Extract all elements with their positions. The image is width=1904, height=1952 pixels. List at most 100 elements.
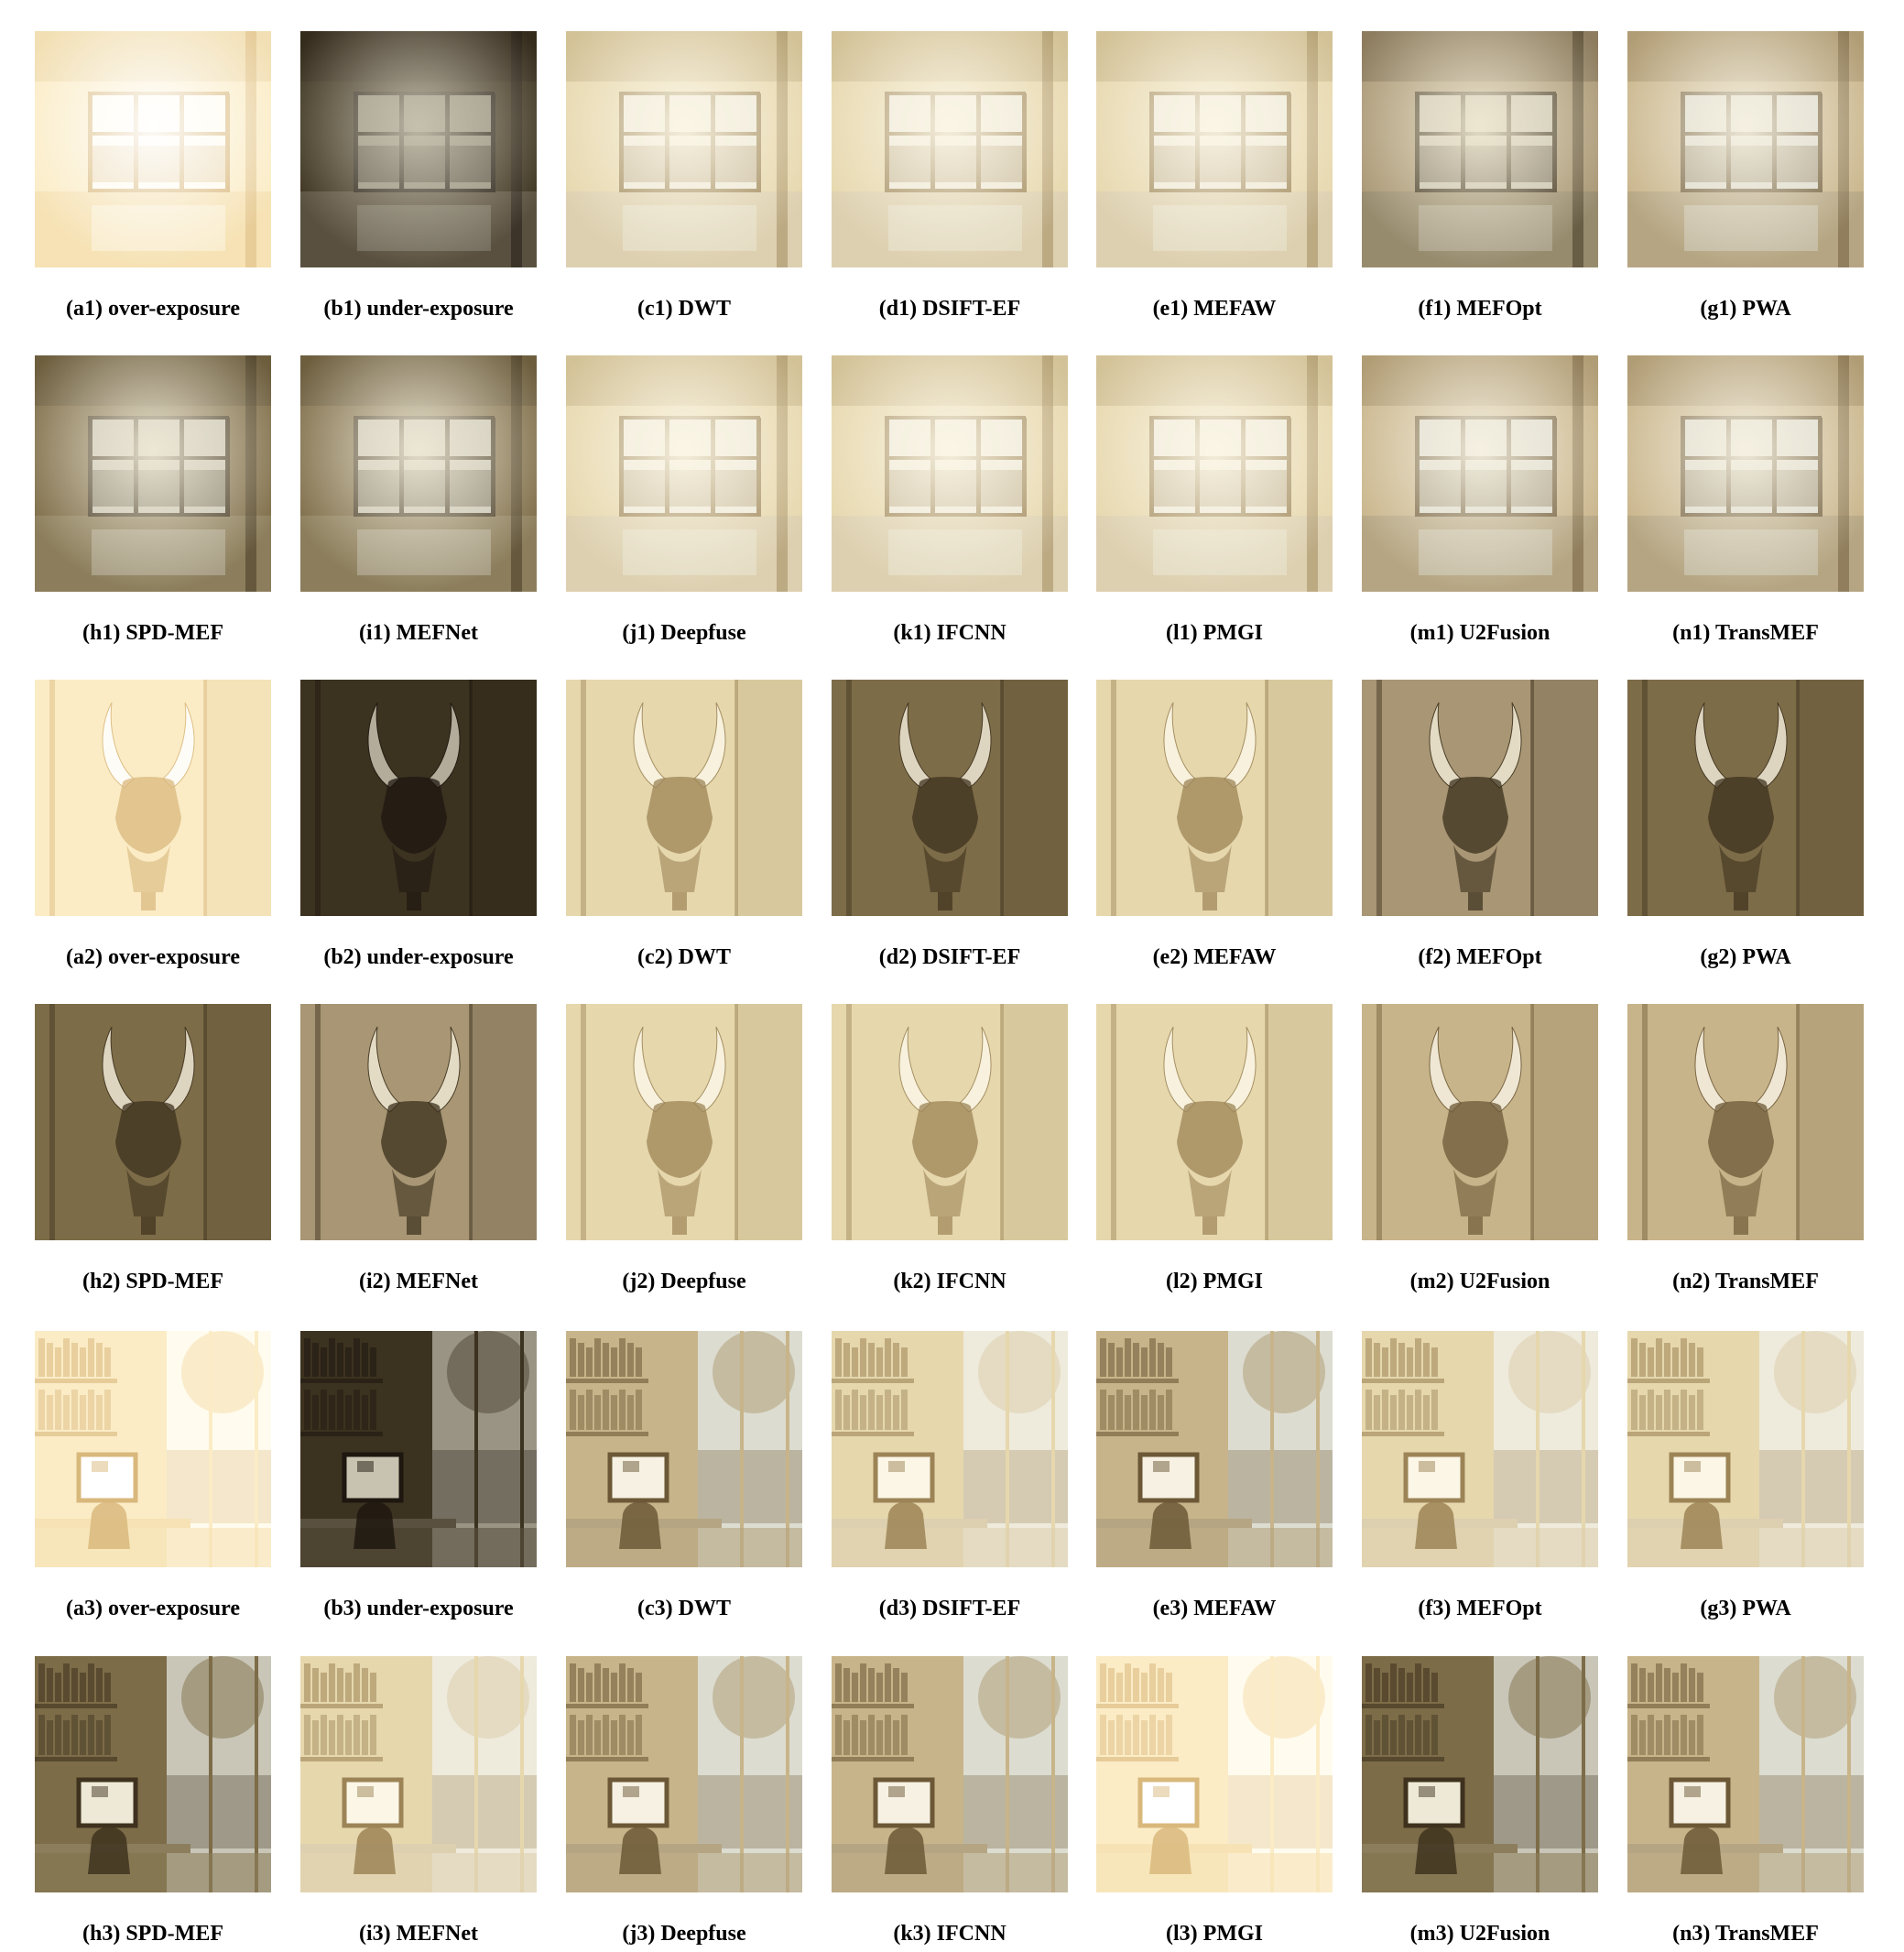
panel-caption: (l2) PMGI <box>1166 1270 1263 1293</box>
panel-image <box>832 1656 1068 1892</box>
bull-scene-image <box>1096 680 1333 916</box>
panel-caption: (a1) over-exposure <box>66 297 240 321</box>
hall-scene-image <box>1627 31 1864 267</box>
panel-caption: (d3) DSIFT-EF <box>878 1597 1021 1620</box>
panel-image <box>566 355 802 592</box>
panel-caption: (d2) DSIFT-EF <box>878 945 1021 969</box>
panel-caption: (f2) MEFOpt <box>1418 945 1542 969</box>
panel-caption: (b2) under-exposure <box>323 945 514 969</box>
panel-image <box>35 1004 271 1240</box>
office-scene-image <box>566 1331 802 1567</box>
panel-image <box>300 680 537 916</box>
hall-scene-image <box>566 355 802 592</box>
panel-image <box>1627 31 1864 267</box>
bull-scene-image <box>832 680 1068 916</box>
panel-image <box>566 1656 802 1892</box>
panel-caption: (g1) PWA <box>1700 297 1791 321</box>
panel-image <box>832 355 1068 592</box>
panel-image <box>300 355 537 592</box>
panel-image <box>1362 680 1598 916</box>
panel-image <box>35 1331 271 1567</box>
panel-image <box>35 1656 271 1892</box>
panel-image <box>1627 680 1864 916</box>
bull-scene-image <box>35 680 271 916</box>
panel-caption: (k1) IFCNN <box>893 621 1006 645</box>
panel-caption: (k3) IFCNN <box>893 1922 1006 1946</box>
bull-scene-image <box>300 680 537 916</box>
panel-caption: (m3) U2Fusion <box>1409 1922 1550 1946</box>
bull-scene-image <box>300 1004 537 1240</box>
panel-image <box>1096 680 1333 916</box>
panel-caption: (c3) DWT <box>637 1597 731 1620</box>
panel-image <box>35 680 271 916</box>
hall-scene-image <box>832 31 1068 267</box>
panel-image <box>832 1331 1068 1567</box>
panel-caption: (h2) SPD-MEF <box>82 1270 223 1293</box>
panel-caption: (g2) PWA <box>1700 945 1791 969</box>
panel-caption: (e1) MEFAW <box>1152 297 1277 321</box>
hall-scene-image <box>566 31 802 267</box>
bull-scene-image <box>1362 1004 1598 1240</box>
hall-scene-image <box>1362 31 1598 267</box>
bull-scene-image <box>1362 680 1598 916</box>
panel-image <box>1362 355 1598 592</box>
office-scene-image <box>300 1331 537 1567</box>
panel-image <box>1362 1331 1598 1567</box>
panel-image <box>1096 1331 1333 1567</box>
panel-caption: (e2) MEFAW <box>1152 945 1277 969</box>
office-scene-image <box>35 1331 271 1567</box>
panel-image <box>300 1656 537 1892</box>
hall-scene-image <box>35 355 271 592</box>
panel-caption: (l3) PMGI <box>1166 1922 1263 1946</box>
panel-image <box>566 1004 802 1240</box>
panel-caption: (c1) DWT <box>637 297 731 321</box>
panel-image <box>832 1004 1068 1240</box>
panel-caption: (h1) SPD-MEF <box>82 621 223 645</box>
hall-scene-image <box>1096 355 1333 592</box>
bull-scene-image <box>1627 680 1864 916</box>
panel-image <box>832 31 1068 267</box>
bull-scene-image <box>35 1004 271 1240</box>
office-scene-image <box>1362 1331 1598 1567</box>
panel-image <box>1096 1004 1333 1240</box>
panel-caption: (n2) TransMEF <box>1672 1270 1819 1293</box>
panel-image <box>1362 1004 1598 1240</box>
panel-caption: (n1) TransMEF <box>1672 621 1819 645</box>
office-scene-image <box>1362 1656 1598 1892</box>
panel-caption: (c2) DWT <box>637 945 731 969</box>
panel-caption: (i1) MEFNet <box>359 621 478 645</box>
panel-caption: (i3) MEFNet <box>359 1922 478 1946</box>
office-scene-image <box>35 1656 271 1892</box>
panel-caption: (j3) Deepfuse <box>622 1922 746 1946</box>
office-scene-image <box>300 1656 537 1892</box>
panel-caption: (a3) over-exposure <box>66 1597 240 1620</box>
panel-caption: (j1) Deepfuse <box>622 621 746 645</box>
office-scene-image <box>1096 1656 1333 1892</box>
panel-caption: (f3) MEFOpt <box>1418 1597 1542 1620</box>
panel-caption: (l1) PMGI <box>1166 621 1263 645</box>
panel-image <box>35 355 271 592</box>
hall-scene-image <box>1096 31 1333 267</box>
panel-caption: (m1) U2Fusion <box>1409 621 1550 645</box>
office-scene-image <box>1096 1331 1333 1567</box>
panel-caption: (h3) SPD-MEF <box>82 1922 223 1946</box>
panel-image <box>1096 355 1333 592</box>
panel-caption: (k2) IFCNN <box>893 1270 1006 1293</box>
panel-image <box>1627 355 1864 592</box>
panel-image <box>300 1331 537 1567</box>
panel-image <box>1627 1331 1864 1567</box>
hall-scene-image <box>1627 355 1864 592</box>
office-scene-image <box>1627 1656 1864 1892</box>
panel-image <box>1096 31 1333 267</box>
office-scene-image <box>1627 1331 1864 1567</box>
panel-image <box>566 31 802 267</box>
hall-scene-image <box>300 31 537 267</box>
bull-scene-image <box>1627 1004 1864 1240</box>
bull-scene-image <box>566 680 802 916</box>
panel-caption: (n3) TransMEF <box>1672 1922 1819 1946</box>
panel-caption: (e3) MEFAW <box>1152 1597 1277 1620</box>
panel-caption: (g3) PWA <box>1700 1597 1791 1620</box>
panel-image <box>1096 1656 1333 1892</box>
hall-scene-image <box>35 31 271 267</box>
